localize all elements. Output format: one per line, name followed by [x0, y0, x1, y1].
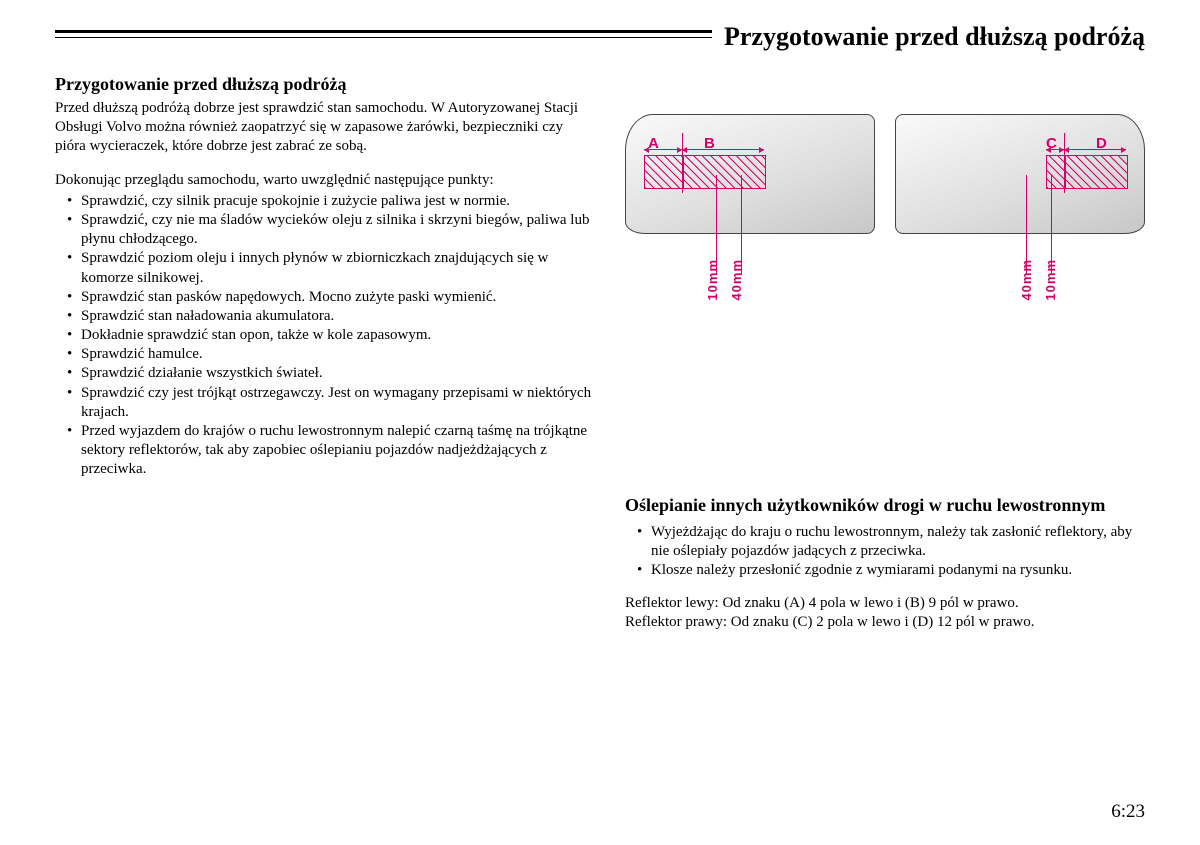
- hatch-zone-a: [644, 155, 684, 189]
- dim-tick: [682, 133, 683, 193]
- dim-10mm: 10mm: [1043, 259, 1058, 301]
- list-item: Sprawdzić, czy nie ma śladów wycieków ol…: [67, 211, 595, 249]
- content-columns: Przygotowanie przed dłuższą podróżą Prze…: [55, 74, 1145, 632]
- dim-arrow: [1046, 149, 1064, 150]
- note-right: Reflektor prawy: Od znaku (C) 2 pola w l…: [625, 613, 1145, 632]
- lead-sentence: Dokonując przeglądu samochodu, warto uwz…: [55, 171, 595, 190]
- dim-arrow: [644, 149, 682, 150]
- intro-paragraph: Przed dłuższą podróżą dobrze jest sprawd…: [55, 99, 595, 157]
- page-number: 6:23: [1111, 801, 1145, 823]
- list-item: Dokładnie sprawdzić stan opon, także w k…: [67, 326, 595, 345]
- reflector-notes: Reflektor lewy: Od znaku (A) 4 pola w le…: [625, 594, 1145, 632]
- note-left: Reflektor lewy: Od znaku (A) 4 pola w le…: [625, 594, 1145, 613]
- dim-tick: [1064, 133, 1065, 193]
- dim-arrow: [682, 149, 764, 150]
- list-item: Sprawdzić hamulce.: [67, 345, 595, 364]
- left-headlamp: A B: [625, 114, 875, 234]
- right-heading: Oślepianie innych użytkowników drogi w r…: [625, 494, 1145, 517]
- page-title: Przygotowanie przed dłuższą podróżą: [712, 22, 1145, 52]
- left-column: Przygotowanie przed dłuższą podróżą Prze…: [55, 74, 595, 632]
- page: Przygotowanie przed dłuższą podróżą Przy…: [0, 0, 1200, 845]
- dim-40mm: 40mm: [729, 259, 744, 301]
- dim-40mm: 40mm: [1019, 259, 1034, 301]
- list-item: Wyjeżdżając do kraju o ruchu lewostronny…: [637, 523, 1145, 561]
- list-item: Sprawdzić czy jest trójkąt ostrzegawczy.…: [67, 384, 595, 422]
- list-item: Sprawdzić poziom oleju i innych płynów w…: [67, 249, 595, 287]
- hatch-zone-d: [1064, 155, 1128, 189]
- hatch-zone-b: [682, 155, 766, 189]
- right-headlamp: C D: [895, 114, 1145, 234]
- hatch-zone-c: [1046, 155, 1066, 189]
- list-item: Sprawdzić działanie wszystkich świateł.: [67, 364, 595, 383]
- list-item: Przed wyjazdem do krajów o ruchu lewostr…: [67, 422, 595, 480]
- list-item: Sprawdzić stan naładowania akumulatora.: [67, 307, 595, 326]
- right-bullets: Wyjeżdżając do kraju o ruchu lewostronny…: [637, 523, 1145, 581]
- dim-10mm: 10mm: [705, 259, 720, 301]
- dim-arrow: [1064, 149, 1126, 150]
- right-column: A B C D: [625, 74, 1145, 632]
- list-item: Klosze należy przesłonić zgodnie z wymia…: [637, 561, 1145, 580]
- list-item: Sprawdzić, czy silnik pracuje spokojnie …: [67, 192, 595, 211]
- checklist: Sprawdzić, czy silnik pracuje spokojnie …: [67, 192, 595, 480]
- headlamp-diagram: A B C D: [625, 114, 1145, 364]
- left-heading: Przygotowanie przed dłuższą podróżą: [55, 74, 595, 95]
- list-item: Sprawdzić stan pasków napędowych. Mocno …: [67, 288, 595, 307]
- header-rule: Przygotowanie przed dłuższą podróżą: [55, 30, 1145, 56]
